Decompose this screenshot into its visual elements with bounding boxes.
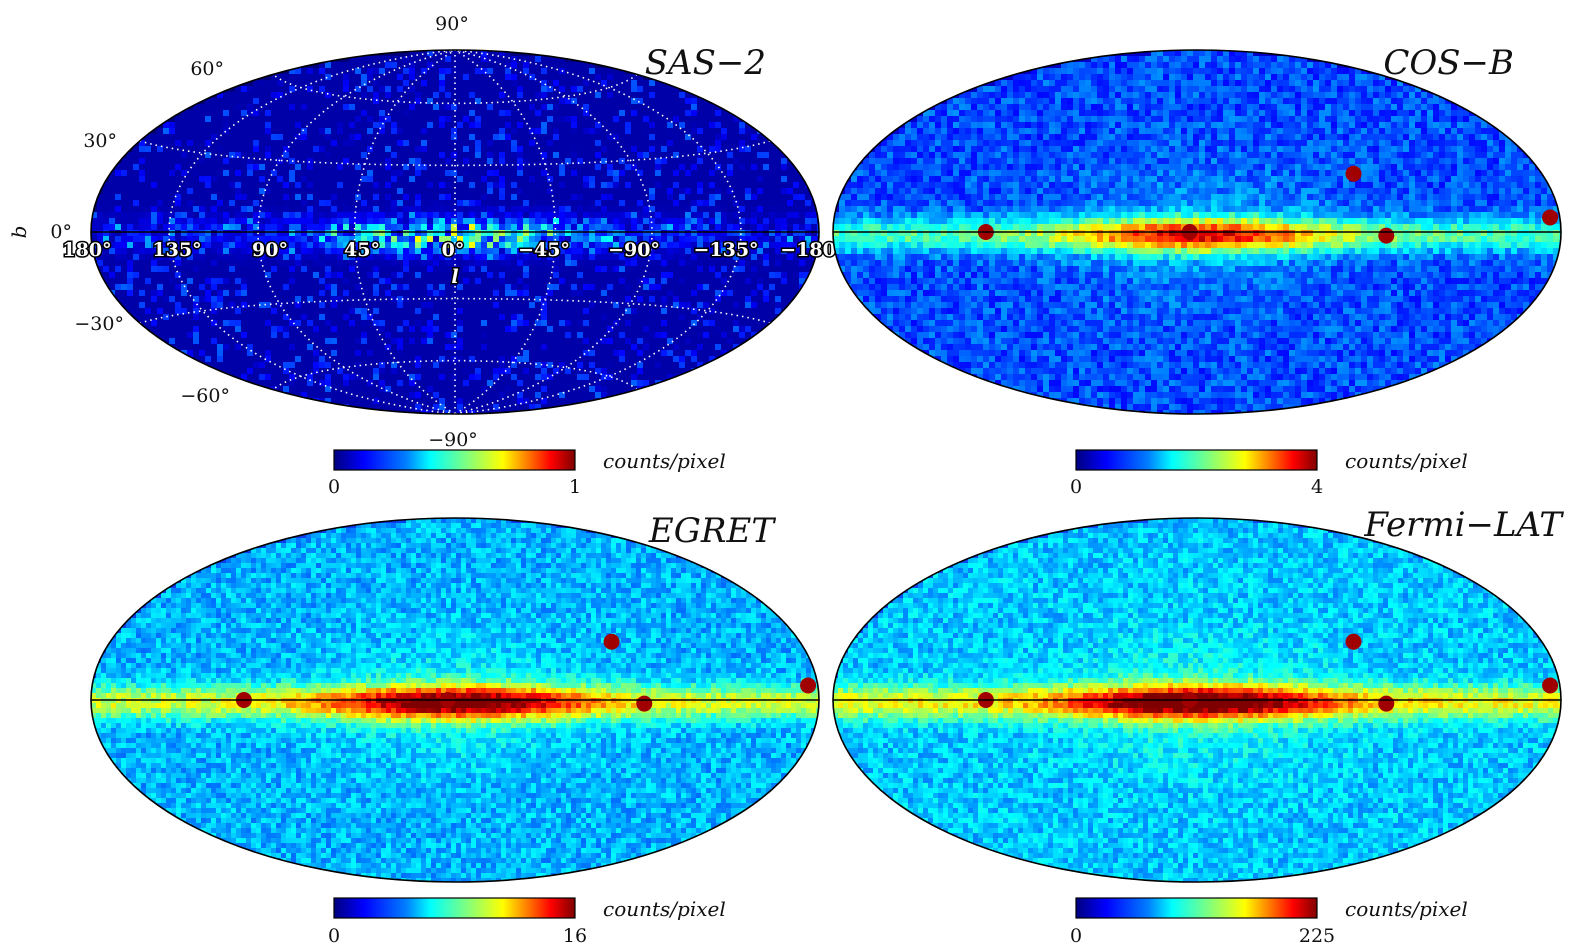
panel-cosb: COS−B 0 4 counts/pixel: [832, 43, 1562, 498]
colorbar-max-label: 1: [569, 476, 581, 498]
colorbar-egret: 0 16 counts/pixel: [328, 897, 726, 947]
colorbar-unit-label: counts/pixel: [1345, 449, 1468, 473]
lon-tick-minus135: −135°: [693, 239, 758, 261]
sky-map-fermi: [833, 518, 1561, 882]
colorbar-gradient: [333, 449, 576, 471]
lat-tick-60: 60°: [190, 58, 224, 80]
panel-sas2: SAS−2 90° 60° 30° 0° −30° −60° −90° b 18…: [7, 13, 837, 498]
axis-label-b: b: [7, 226, 31, 239]
colorbar-cosb: 0 4 counts/pixel: [1070, 449, 1468, 498]
lat-tick-minus30: −30°: [74, 313, 124, 335]
pixel-noise-sas2: [91, 50, 819, 414]
colorbar-sas2: 0 1 counts/pixel: [328, 449, 726, 498]
lon-tick-minus180: −180: [780, 239, 836, 261]
panel-title-sas2: SAS−2: [645, 43, 766, 83]
colorbar-unit-label: counts/pixel: [603, 897, 726, 921]
colorbar-min-label: 0: [328, 925, 340, 947]
colorbar-max-label: 4: [1311, 476, 1323, 498]
panel-title-egret: EGRET: [648, 511, 776, 551]
lon-tick-180: 180°: [62, 239, 111, 261]
colorbar-max-label: 16: [563, 925, 587, 947]
lon-tick-90: 90°: [252, 239, 288, 261]
lat-tick-0: 0°: [50, 221, 72, 243]
pixel-noise-cosb: [833, 50, 1561, 414]
colorbar-max-label: 225: [1299, 925, 1335, 947]
lon-tick-minus90: −90°: [608, 239, 660, 261]
graticule-grid: [139, 50, 771, 414]
colorbar-fermi: 0 225 counts/pixel: [1070, 897, 1468, 947]
colorbar-gradient: [333, 897, 576, 919]
colorbar-min-label: 0: [1070, 925, 1082, 947]
panel-fermi: Fermi−LAT 0 225 counts/pixel: [832, 505, 1564, 947]
colorbar-unit-label: counts/pixel: [1345, 897, 1468, 921]
sky-map-sas2: [91, 50, 819, 414]
lat-tick-minus90: −90°: [428, 429, 478, 451]
colorbar-min-label: 0: [1070, 476, 1082, 498]
colorbar-min-label: 0: [328, 476, 340, 498]
lon-tick-45: 45°: [344, 239, 380, 261]
panel-title-fermi: Fermi−LAT: [1363, 505, 1564, 545]
lon-tick-0: 0°: [442, 239, 465, 261]
axis-label-l: l: [451, 266, 458, 288]
colorbar-unit-label: counts/pixel: [603, 449, 726, 473]
lat-tick-minus60: −60°: [180, 385, 230, 407]
panel-egret: EGRET 0 16 counts/pixel: [90, 511, 820, 947]
colorbar-gradient: [1075, 449, 1318, 471]
lon-tick-135: 135°: [152, 239, 201, 261]
lon-tick-minus45: −45°: [518, 239, 570, 261]
pixel-noise-fermi: [833, 518, 1561, 882]
pixel-noise-egret: [91, 518, 819, 882]
colorbar-gradient: [1075, 897, 1318, 919]
lat-tick-90: 90°: [435, 13, 469, 35]
panel-title-cosb: COS−B: [1383, 43, 1514, 83]
lat-tick-30: 30°: [83, 130, 117, 152]
